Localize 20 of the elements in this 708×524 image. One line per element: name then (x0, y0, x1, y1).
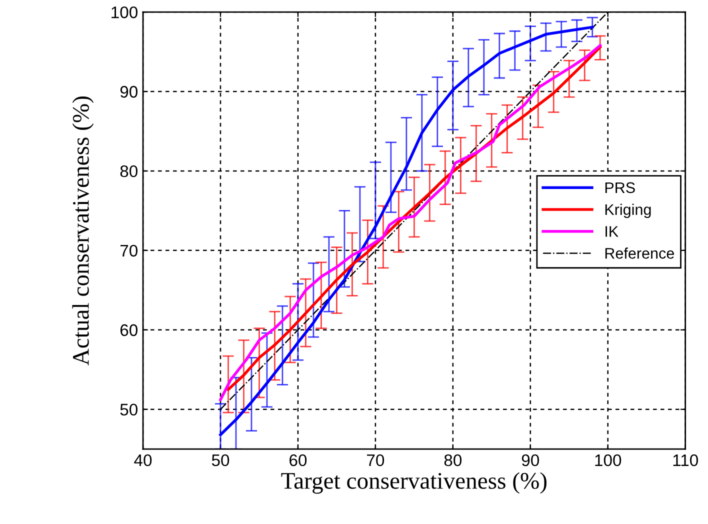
x-tick-label: 40 (134, 454, 152, 466)
y-tick-label: 90 (120, 86, 138, 98)
legend-label: Kriging (605, 204, 651, 218)
legend-label: PRS (605, 182, 635, 194)
x-tick-label: 60 (290, 454, 307, 466)
legend-label: Reference (605, 248, 674, 259)
y-tick-label: 100 (112, 6, 138, 18)
y-tick-label: 60 (120, 324, 138, 336)
legend-label: IK (606, 226, 618, 237)
x-axis-title: Target conservativeness (%) (281, 472, 546, 494)
x-tick-label: 50 (212, 454, 230, 466)
y-tick-label: 80 (120, 165, 138, 178)
y-tick-label: 50 (120, 404, 138, 416)
x-tick-label: 70 (367, 454, 384, 466)
y-tick-label: 70 (120, 244, 138, 257)
x-tick-label: 100 (595, 454, 622, 466)
y-axis-title: Actual conservativeness (%) (72, 96, 94, 366)
x-tick-label: 80 (444, 454, 462, 466)
x-tick-label: 90 (522, 454, 540, 466)
x-tick-label: 110 (673, 454, 698, 466)
